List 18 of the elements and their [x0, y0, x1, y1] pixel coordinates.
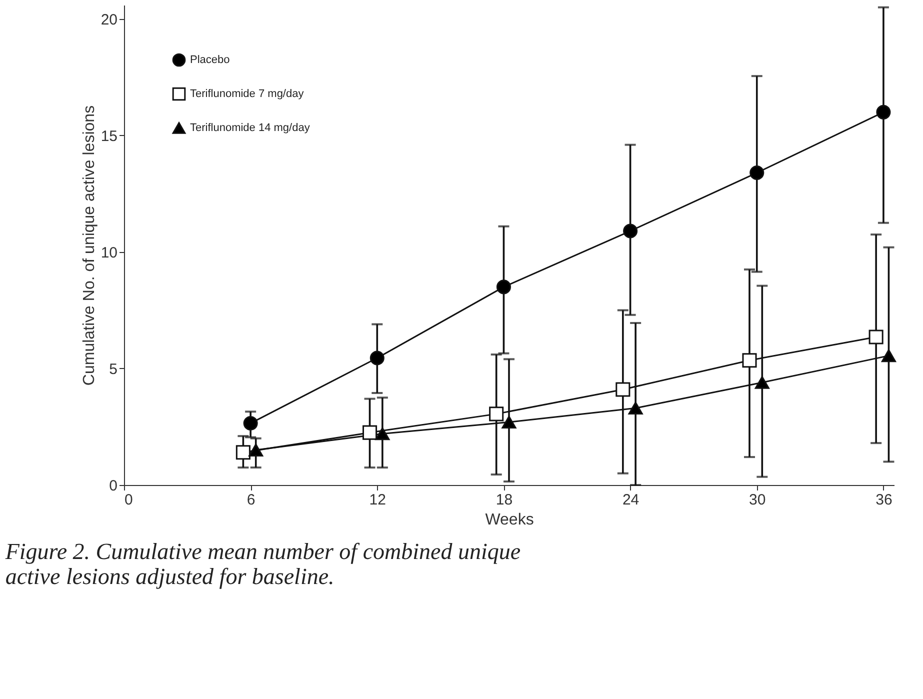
x-axis-title: Weeks	[485, 512, 534, 528]
y-axis-title: Cumulative No. of unique active lesions	[80, 105, 98, 386]
x-tick-label: 24	[622, 492, 640, 508]
y-tick-label: 5	[109, 360, 118, 378]
x-tick-label: 36	[876, 492, 892, 508]
y-tick-label: 15	[100, 128, 118, 145]
x-tick-label: 18	[496, 492, 513, 508]
x-tick-label: 12	[369, 492, 386, 508]
legend-label: Teriflunomide 14 mg/day	[190, 122, 310, 134]
caption: Figure 2. Cumulative mean number of combined unique active lesions adjusted for baseline.	[4, 539, 521, 589]
legend-label: Placebo	[190, 54, 230, 66]
x-tick-label: 6	[246, 492, 256, 508]
x-tick-label: 0	[124, 492, 133, 508]
y-tick-label: 0	[109, 478, 118, 494]
legend-label: Teriflunomide 7 mg/day	[190, 88, 304, 100]
y-tick-label: 20	[100, 11, 118, 28]
y-tick-label: 10	[100, 244, 118, 262]
x-tick-label: 30	[749, 492, 766, 508]
